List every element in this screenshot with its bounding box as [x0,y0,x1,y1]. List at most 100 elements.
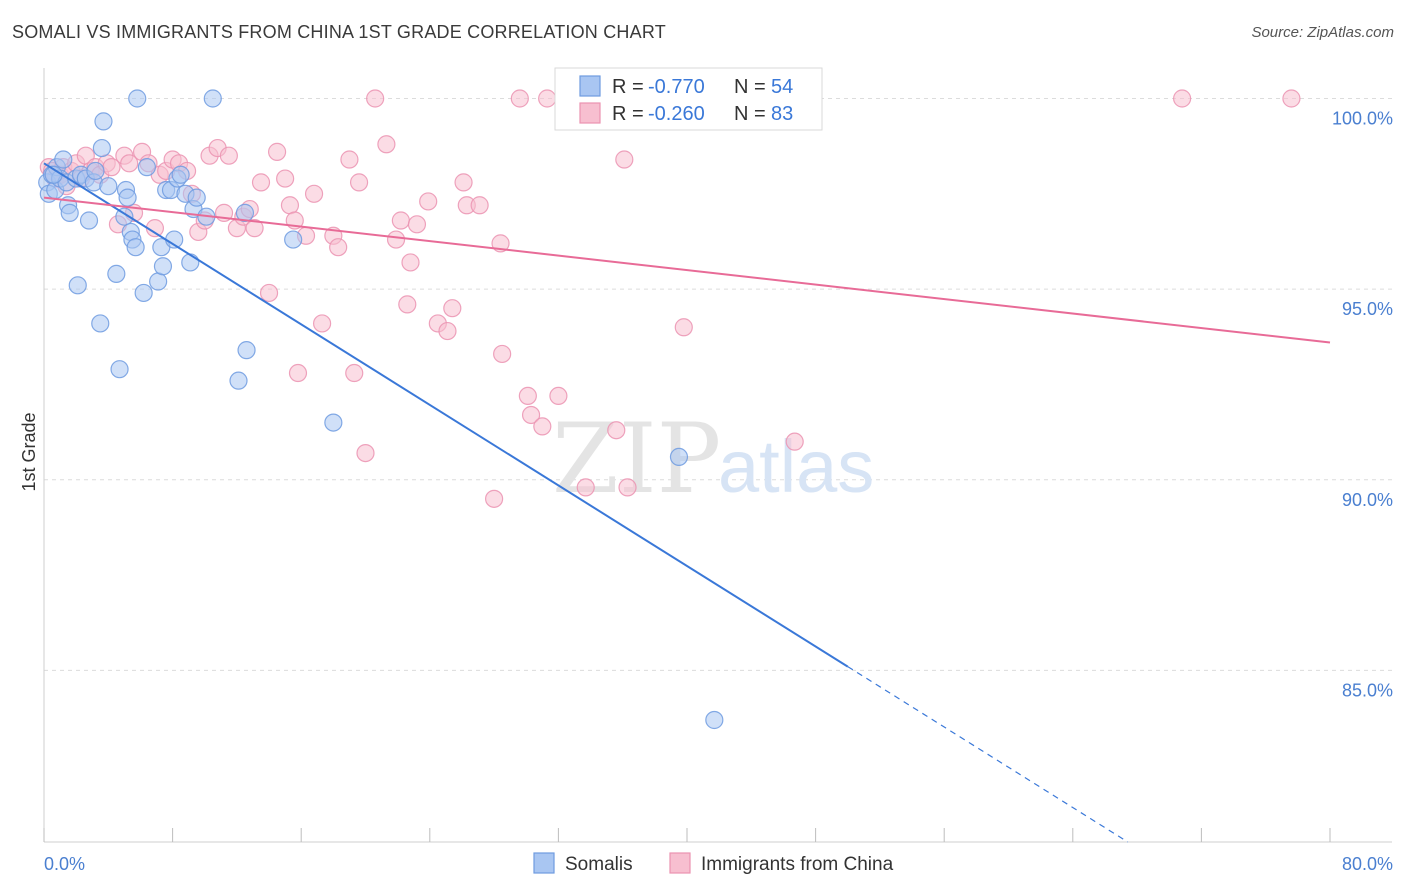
somali-point [118,188,137,207]
china-point [366,89,385,108]
bottom-legend-label-china: Immigrants from China [701,854,894,875]
china-point [454,173,473,192]
china-point [615,150,634,169]
china-point [401,253,420,272]
watermark-zip: ZIP [552,403,721,515]
legend-n-value-somalis: 54 [771,76,793,98]
china-point [398,295,417,314]
x-tick-label-min: 0.0% [44,854,85,874]
bottom-legend: Somalis Immigrants from China [533,852,894,875]
china-point [485,489,504,508]
china-point [607,421,626,440]
somali-point [203,89,222,108]
china-point [521,405,541,425]
legend-r-value-china: -0.260 [648,103,705,125]
china-point [349,173,369,192]
somali-point [54,150,73,169]
top-legend: R = -0.770 N = 54 R = -0.260 N = 83 [554,67,823,131]
chart-title: SOMALI VS IMMIGRANTS FROM CHINA 1ST GRAD… [12,22,666,42]
bottom-legend-swatch-china [669,852,691,874]
china-point [438,321,457,341]
legend-r-label-china: R = [612,103,644,125]
china-trendline [43,196,1331,344]
somali-point [94,112,113,131]
somali-point [181,253,200,272]
somali-point [79,211,99,230]
china-point [510,89,529,108]
china-point [345,363,364,383]
bottom-legend-label-somalis: Somalis [565,854,633,875]
china-point [674,318,693,337]
china-point [329,238,348,257]
china-point [245,219,264,238]
china-point [340,150,359,169]
china-point [386,230,406,249]
somali-point [128,89,147,108]
china-point [493,344,512,364]
somali-point [705,710,724,730]
chart-source: Source: ZipAtlas.com [1251,24,1394,41]
china-point [312,314,332,333]
somali-point [126,238,145,257]
china-point [538,89,557,108]
somali-point [115,207,134,226]
somali-point [149,272,168,291]
somali-point [137,158,156,177]
china-point [419,192,438,211]
somali-point [284,230,303,249]
somali-point [68,276,87,295]
y-axis-title: 1st Grade [19,412,39,491]
x-tick-label-max: 80.0% [1342,854,1393,874]
somali-point [99,177,118,196]
y-tick-label: 100.0% [1332,109,1393,129]
china-point [443,299,462,318]
legend-n-label-somalis: N = [734,76,766,98]
china-point [391,211,410,230]
china-point [1173,89,1192,108]
somali-point [171,165,190,184]
somali-point [107,264,126,283]
china-point [267,142,287,161]
legend-n-label-china: N = [734,103,766,125]
china-point [259,283,279,303]
somali-point [235,203,255,222]
trend-layer [43,162,1331,843]
legend-swatch-somalis [579,75,601,97]
somali-point [229,371,248,390]
legend-r-value-somalis: -0.770 [648,76,705,98]
somali-point [237,341,256,360]
china-point [276,169,295,188]
y-tick-label: 90.0% [1342,490,1393,510]
somali-point [110,360,129,379]
somali-point [60,203,79,222]
china-point [576,478,595,497]
legend-n-value-china: 83 [771,103,793,125]
legend-swatch-china [579,102,601,124]
china-point [280,196,300,215]
somali-point [91,314,110,333]
china-point [288,363,308,383]
china-point [533,417,552,436]
legend-r-label-somalis: R = [612,76,644,98]
somali-point [187,188,206,207]
china-point [470,196,489,215]
somali-point [86,161,105,181]
china-point [785,432,804,451]
y-tick-label: 95.0% [1342,299,1393,319]
somali-trendline-extension [847,666,1129,843]
china-point [549,386,568,406]
somali-point [669,447,689,467]
somali-point [134,283,153,303]
points-layer [38,89,1301,730]
china-point [1282,89,1301,108]
bottom-legend-swatch-somalis [533,852,555,874]
somali-trendline [43,162,849,668]
y-tick-label: 85.0% [1342,680,1393,700]
china-point [407,215,427,234]
china-point [356,443,375,463]
china-point [219,146,238,165]
somali-point [153,257,173,276]
china-point [251,173,271,192]
